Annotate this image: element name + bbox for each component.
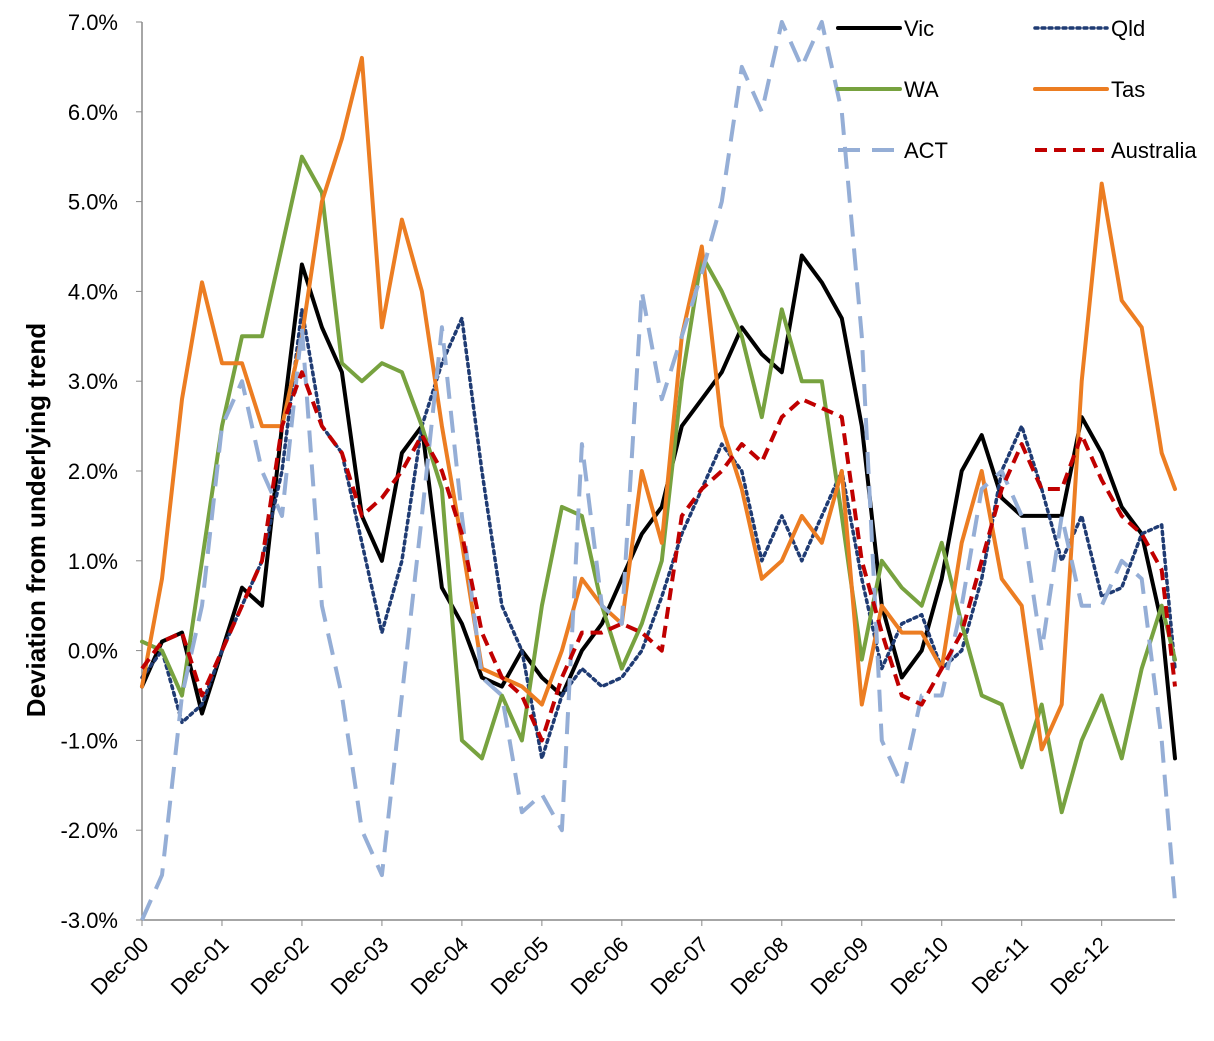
series-line (140, 20, 1177, 921)
x-tick-label: Dec-07 (646, 932, 714, 1000)
y-tick-label: 0.0% (68, 639, 118, 664)
y-tick-label: 3.0% (68, 369, 118, 394)
y-tick-label: 6.0% (68, 100, 118, 125)
legend-label: Tas (1111, 77, 1145, 102)
y-axis-title: Deviation from underlying trend (21, 323, 51, 717)
y-tick-label: 5.0% (68, 190, 118, 215)
legend-label: ACT (904, 138, 948, 163)
series-line (140, 154, 1177, 815)
y-tick-label: 1.0% (68, 549, 118, 574)
x-tick-label: Dec-00 (86, 932, 154, 1000)
x-tick-label: Dec-02 (246, 932, 314, 1000)
x-tick-label: Dec-05 (486, 932, 554, 1000)
x-tick-label: Dec-03 (326, 932, 394, 1000)
x-tick-label: Dec-12 (1045, 932, 1113, 1000)
x-tick-label: Dec-09 (805, 932, 873, 1000)
legend-label: WA (904, 77, 939, 102)
x-tick-label: Dec-01 (166, 932, 234, 1000)
x-tick-label: Dec-08 (726, 932, 794, 1000)
x-tick-label: Dec-11 (967, 932, 1034, 999)
x-tick-label: Dec-10 (885, 932, 953, 1000)
y-tick-label: 2.0% (68, 459, 118, 484)
series-line (140, 370, 1177, 743)
y-tick-label: -1.0% (61, 728, 118, 753)
legend-label: Australia (1111, 138, 1197, 163)
legend-label: Qld (1111, 16, 1145, 41)
y-tick-label: -3.0% (61, 908, 118, 933)
y-tick-label: -2.0% (61, 818, 118, 843)
series-line (140, 307, 1177, 761)
x-tick-label: Dec-04 (406, 932, 474, 1000)
y-tick-label: 4.0% (68, 279, 118, 304)
x-tick-label: Dec-06 (566, 932, 634, 1000)
legend-label: Vic (904, 16, 934, 41)
series-line (140, 253, 1177, 761)
series-line (140, 55, 1177, 752)
y-tick-label: 7.0% (68, 10, 118, 35)
